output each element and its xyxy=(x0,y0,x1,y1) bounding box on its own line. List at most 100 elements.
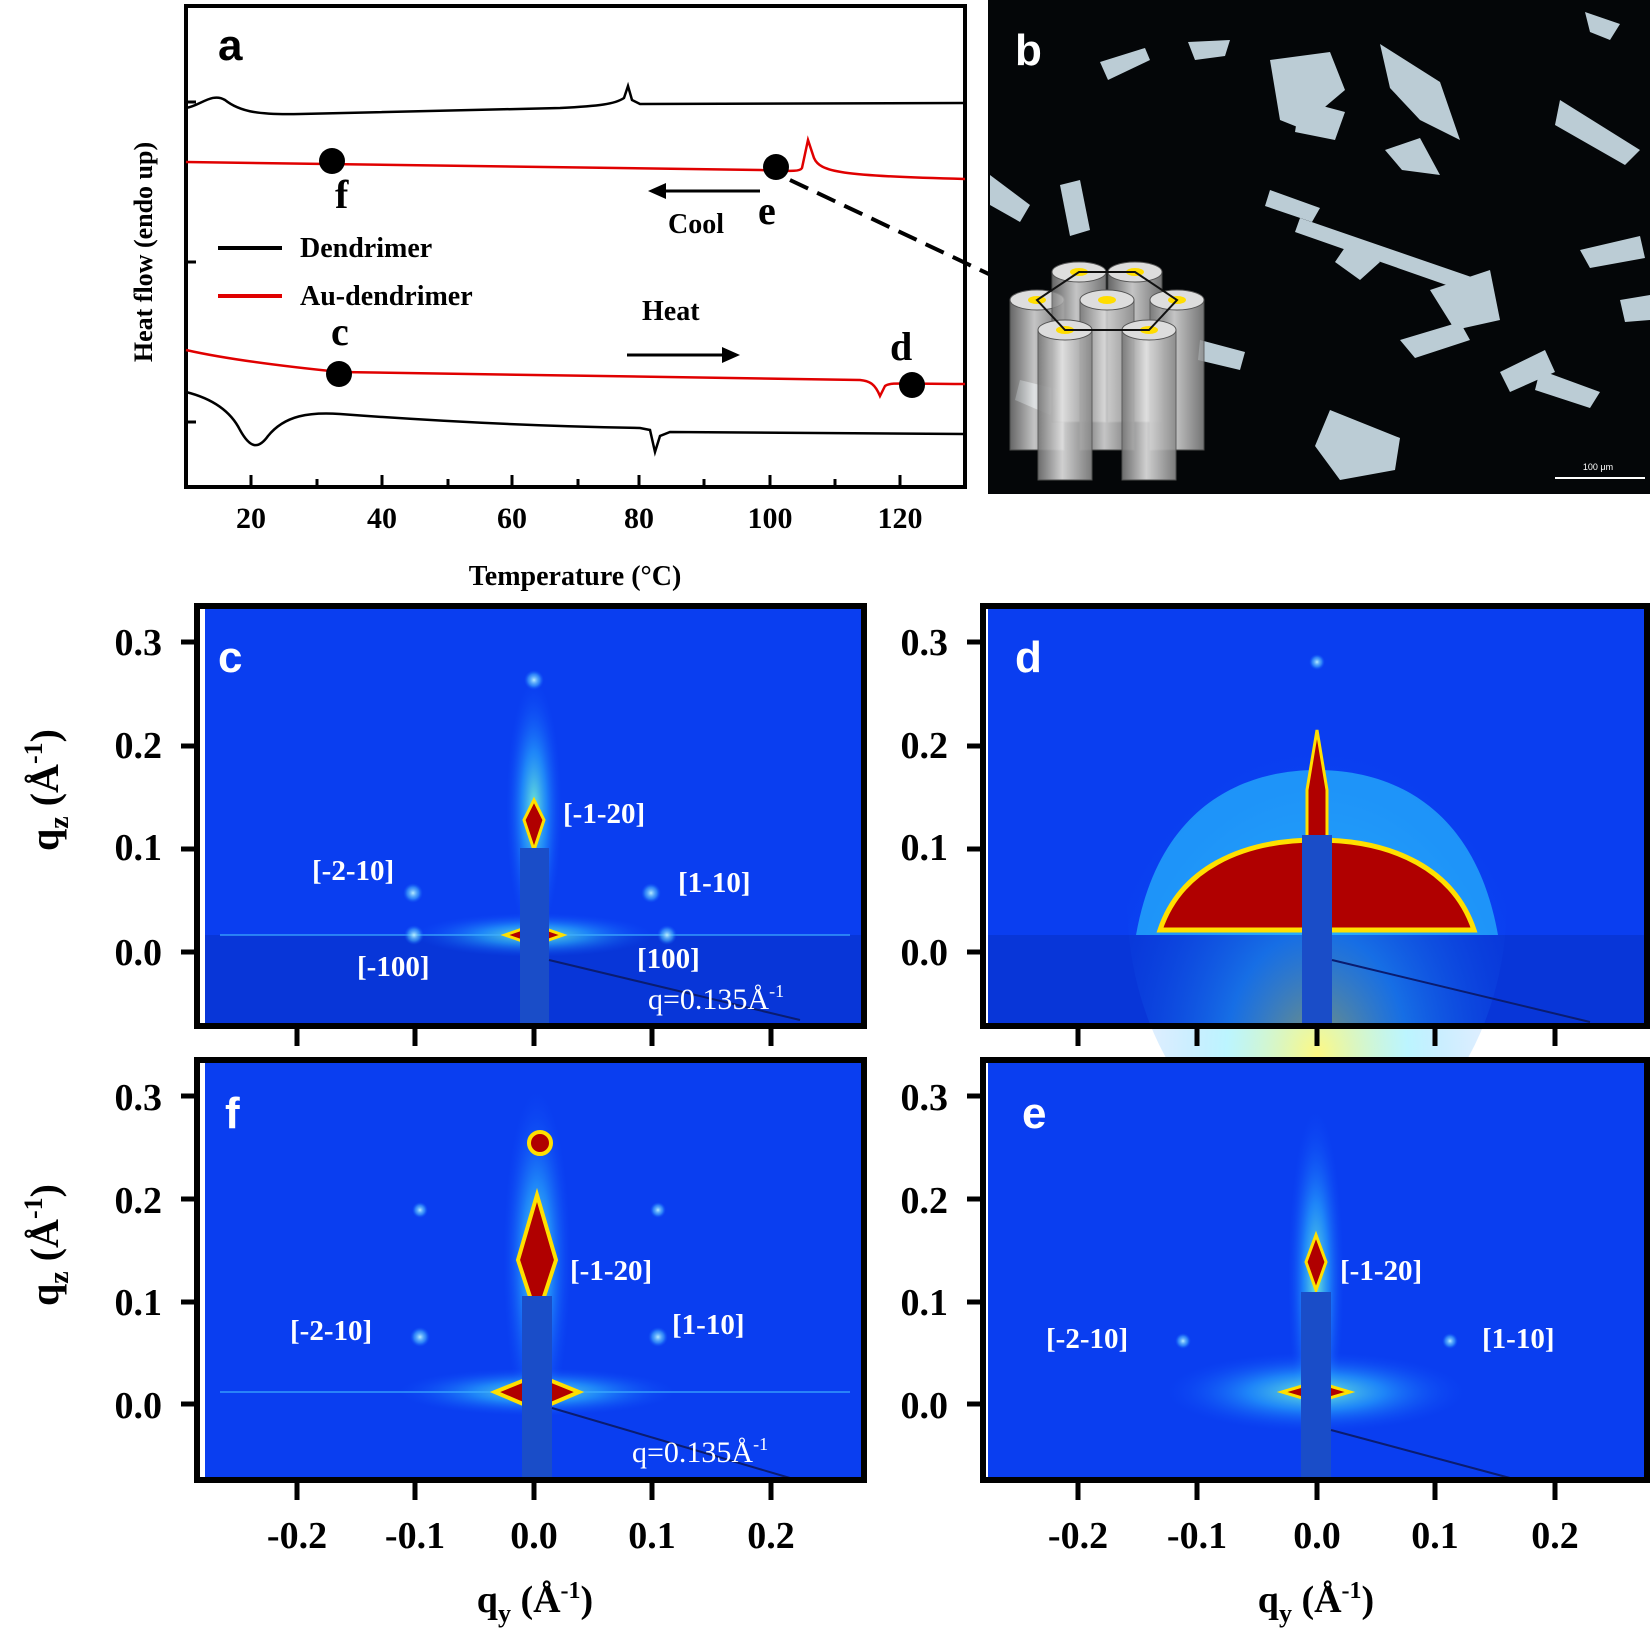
marker-label-e: e xyxy=(758,188,776,233)
heat-arrow: Heat xyxy=(627,296,740,363)
panel-e-beamstop xyxy=(1301,1292,1331,1480)
panel-f-ytick-0.0: 0.0 xyxy=(115,1385,163,1427)
panel-a-ylabel: Heat flow (endo up) xyxy=(129,142,158,362)
panel-f-xlabel: qy (Å-1) xyxy=(477,1578,593,1628)
panel-f-ytick-labels: 0.3 0.2 0.1 0.0 xyxy=(115,1077,163,1427)
marker-label-d: d xyxy=(890,324,912,369)
panel-e-xtick-minus0.1: -0.1 xyxy=(1167,1515,1227,1557)
cool-label: Cool xyxy=(668,209,724,240)
columnar-cartoon xyxy=(1009,261,1205,481)
panel-a-xticks xyxy=(184,475,902,487)
panel-e-xtick-minus0.2: -0.2 xyxy=(1048,1515,1108,1557)
panel-a-yticks xyxy=(186,100,196,424)
panel-e: e [-1-20] [-2-10] [1-10] 0.3 0.2 0.1 0.0… xyxy=(901,1057,1650,1628)
panel-a-xtick-100: 100 xyxy=(748,502,793,535)
panel-d-ytick-labels: 0.3 0.2 0.1 0.0 xyxy=(901,622,949,974)
peak-label-minus1-minus2-0: [-1-20] xyxy=(563,798,645,830)
panel-f-ytick-0.2: 0.2 xyxy=(115,1180,163,1222)
panel-f-xtick-0.2: 0.2 xyxy=(747,1515,795,1557)
dendrimer-cooling-curve xyxy=(185,81,966,116)
panel-d-letter: d xyxy=(1015,633,1042,682)
panel-a-xtick-60: 60 xyxy=(497,502,527,535)
marker-d xyxy=(899,372,925,398)
panel-c: c [-1-20] [-2-10] [1-10] [-100] [100] q=… xyxy=(115,603,867,1046)
dsc-marker-labels: f e c d xyxy=(331,172,912,369)
heat-label: Heat xyxy=(642,296,700,327)
marker-label-f: f xyxy=(335,172,349,217)
panel-e-peak-labels: [-1-20] [-2-10] [1-10] xyxy=(1046,1255,1554,1355)
peak-label-minus1-0-0: [-100] xyxy=(357,951,429,983)
legend-label-au-dendrimer: Au-dendrimer xyxy=(300,281,473,312)
panel-f-xtick-minus0.2: -0.2 xyxy=(267,1515,327,1557)
peak-label-minus2-minus1-0: [-2-10] xyxy=(1046,1323,1128,1355)
panel-c-letter: c xyxy=(218,633,242,682)
panel-a-xtick-20: 20 xyxy=(236,502,266,535)
birefringent-crystals xyxy=(990,12,1650,480)
panel-f-peak-labels: [-1-20] [-2-10] [1-10] xyxy=(290,1255,744,1347)
panel-a-xtick-80: 80 xyxy=(624,502,654,535)
panel-a-xlabel: Temperature (°C) xyxy=(469,561,682,592)
panel-a-xtick-120: 120 xyxy=(878,502,923,535)
panel-d-ytick-0.2: 0.2 xyxy=(901,725,949,767)
panel-c-ytick-0.2: 0.2 xyxy=(115,725,163,767)
panel-a-frame xyxy=(184,4,967,489)
panel-c-beamstop xyxy=(520,848,549,1026)
panel-d: d 0.3 0.2 0.1 0.0 xyxy=(901,603,1650,1160)
panel-a-letter: a xyxy=(218,21,243,70)
panel-e-ytick-0.2: 0.2 xyxy=(901,1180,949,1222)
marker-f xyxy=(319,148,345,174)
panel-e-ytick-0.1: 0.1 xyxy=(901,1282,949,1324)
marker-c xyxy=(326,361,352,387)
panel-d-beamstop xyxy=(1302,835,1332,1026)
panel-a-xtick-40: 40 xyxy=(367,502,397,535)
zoom-leader-line xyxy=(789,178,1013,287)
dsc-markers xyxy=(319,148,925,398)
panel-e-xtick-0.0: 0.0 xyxy=(1293,1515,1341,1557)
giwaxs-ylabel-bottom: qz (Å-1) xyxy=(19,1184,75,1306)
peak-label-minus1-minus2-0: [-1-20] xyxy=(570,1255,652,1287)
panel-d-ytick-0.0: 0.0 xyxy=(901,932,949,974)
giwaxs-ylabel-top: qz (Å-1) xyxy=(19,729,75,851)
panel-e-ytick-labels: 0.3 0.2 0.1 0.0 xyxy=(901,1077,949,1427)
panel-d-ytick-0.3: 0.3 xyxy=(901,622,949,664)
panel-f-beamstop xyxy=(522,1296,552,1480)
panel-b-letter: b xyxy=(1015,26,1042,75)
panel-e-ytick-0.0: 0.0 xyxy=(901,1385,949,1427)
panel-f-upper-peak xyxy=(527,1130,553,1156)
scale-bar-label: 100 μm xyxy=(1583,462,1613,472)
panel-c-q-label: q=0.135Å-1 xyxy=(648,981,784,1016)
peak-label-1-minus1-0: [1-10] xyxy=(672,1309,744,1341)
panel-f-xtick-minus0.1: -0.1 xyxy=(385,1515,445,1557)
panel-c-ytick-0.0: 0.0 xyxy=(115,932,163,974)
peak-label-1-minus1-0: [1-10] xyxy=(1482,1323,1554,1355)
panel-e-letter: e xyxy=(1022,1089,1046,1138)
panel-a: a 20 40 60 80 100 120 xyxy=(129,4,1013,592)
cool-arrow: Cool xyxy=(648,183,760,240)
peak-label-1-0-0: [100] xyxy=(637,943,700,975)
panel-f-xtick-0.0: 0.0 xyxy=(510,1515,558,1557)
marker-label-c: c xyxy=(331,309,349,354)
panel-e-ytick-0.3: 0.3 xyxy=(901,1077,949,1119)
panel-a-legend: Dendrimer Au-dendrimer xyxy=(218,233,473,312)
panel-f: f [-1-20] [-2-10] [1-10] q=0.135Å-1 0.3 … xyxy=(115,1057,867,1628)
panel-f-ytick-0.1: 0.1 xyxy=(115,1282,163,1324)
panel-f-xtick-labels: -0.2 -0.1 0.0 0.1 0.2 xyxy=(267,1515,795,1557)
peak-label-minus2-minus1-0: [-2-10] xyxy=(312,855,394,887)
peak-label-minus2-minus1-0: [-2-10] xyxy=(290,1315,372,1347)
panel-c-ytick-0.3: 0.3 xyxy=(115,622,163,664)
panel-f-xtick-0.1: 0.1 xyxy=(628,1515,676,1557)
peak-label-minus1-minus2-0: [-1-20] xyxy=(1340,1255,1422,1287)
panel-c-ytick-labels: 0.3 0.2 0.1 0.0 xyxy=(115,622,163,974)
panel-e-xtick-0.1: 0.1 xyxy=(1411,1515,1459,1557)
marker-e xyxy=(763,154,789,180)
panel-e-xtick-0.2: 0.2 xyxy=(1531,1515,1579,1557)
panel-f-q-label: q=0.135Å-1 xyxy=(632,1434,768,1469)
panel-e-xlabel: qy (Å-1) xyxy=(1258,1578,1374,1628)
peak-label-1-minus1-0: [1-10] xyxy=(678,867,750,899)
panel-b: b 100 μm xyxy=(988,0,1650,494)
legend-label-dendrimer: Dendrimer xyxy=(300,233,432,264)
panel-f-letter: f xyxy=(225,1089,240,1138)
panel-a-xtick-labels: 20 40 60 80 100 120 xyxy=(236,502,923,535)
panel-d-ytick-0.1: 0.1 xyxy=(901,827,949,869)
